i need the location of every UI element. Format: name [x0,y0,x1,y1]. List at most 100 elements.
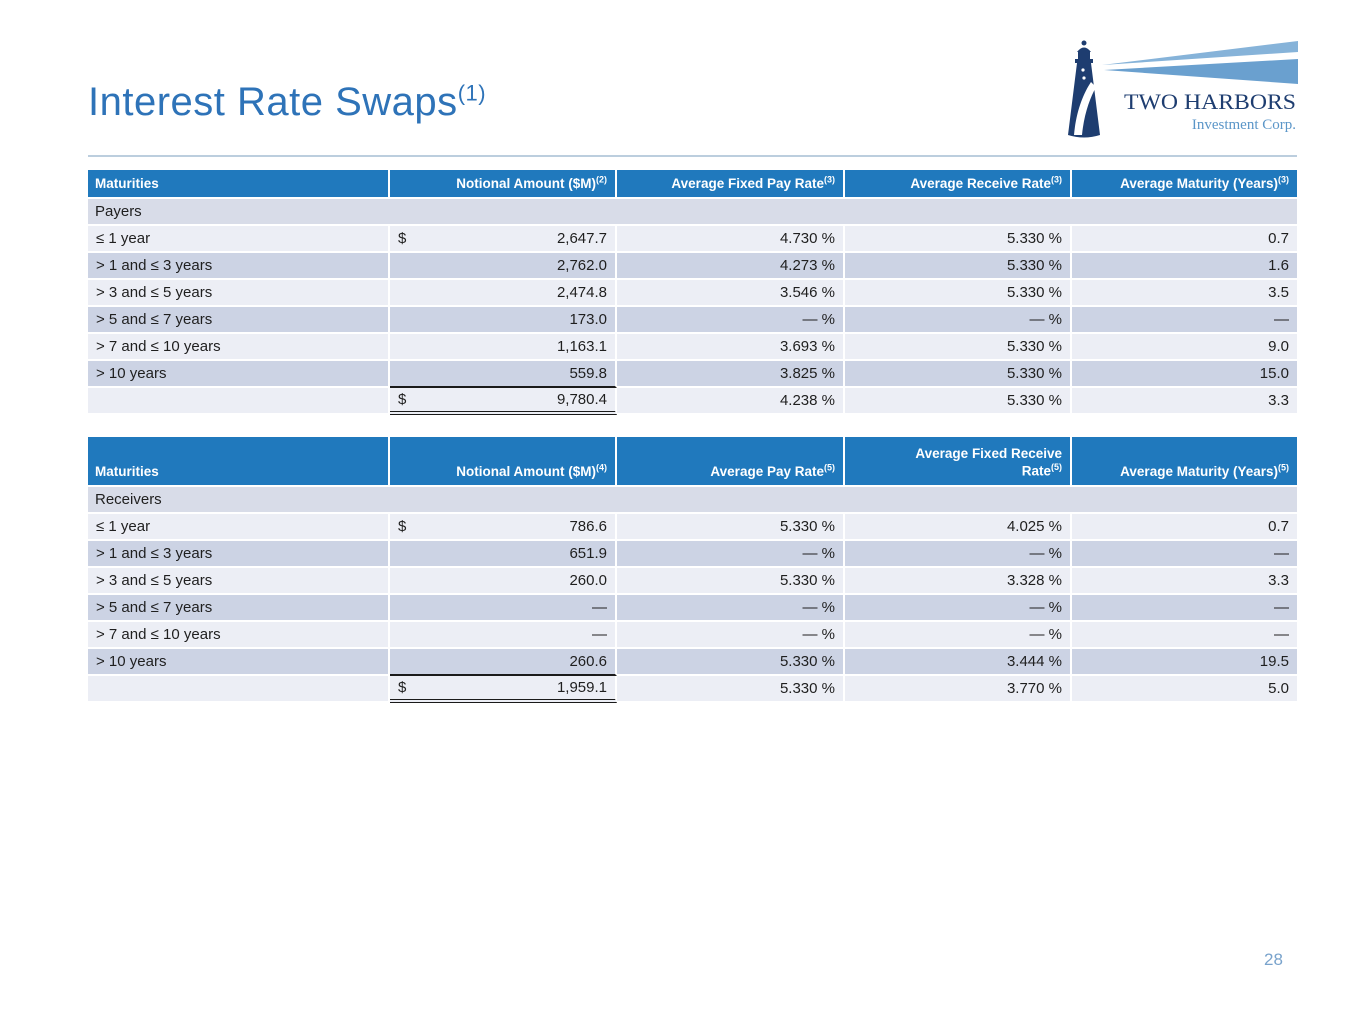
company-logo: TWO HARBORS Investment Corp. [1050,38,1302,140]
maturity-cell: > 7 and ≤ 10 years [88,622,390,649]
header-row: Maturities Notional Amount ($M)(4) Average… [88,437,1297,487]
table-row: > 10 years 260.6 5.330 % 3.444 % 19.5 [88,649,1297,676]
lighthouse-stripe [1074,82,1096,135]
notional-value: 2,474.8 [556,283,607,301]
title-divider-line [88,155,1297,157]
avg-maturity-cell: 0.7 [1072,514,1297,541]
column-header-maturities: Maturities [88,170,390,199]
avg-maturity-cell: 5.0 [1072,676,1297,703]
receive-rate-cell: 5.330 % [845,387,1072,415]
notional-cell: $9,780.4 [390,387,617,415]
avg-maturity-cell: 15.0 [1072,360,1297,388]
maturity-cell: > 1 and ≤ 3 years [88,252,390,280]
receivers-table-container: Maturities Notional Amount ($M)(4) Average… [88,437,1297,703]
column-header-average-maturity-years: Average Maturity (Years)(5) [1072,437,1297,487]
notional-cell: $2,647.7 [390,225,617,253]
receive-rate-cell: 4.025 % [845,514,1072,541]
notional-cell: 260.6 [390,649,617,676]
page-title: Interest Rate Swaps(1) [88,80,486,125]
pay-rate-cell: 3.546 % [617,279,845,307]
notional-cell: 1,163.1 [390,333,617,361]
pay-rate-cell: — % [617,306,845,334]
page-number: 28 [1264,950,1283,969]
receive-rate-cell: — % [845,541,1072,568]
notional-cell: 2,762.0 [390,252,617,280]
table-row: > 10 years 559.8 3.825 % 5.330 % 15.0 [88,360,1297,388]
avg-maturity-cell: — [1072,541,1297,568]
lower-light-beam-icon [1104,59,1298,84]
maturity-cell: > 3 and ≤ 5 years [88,279,390,307]
column-header-average-maturity-years: Average Maturity (Years)(3) [1072,170,1297,199]
receive-rate-cell: — % [845,306,1072,334]
notional-value: 9,780.4 [556,390,607,408]
table-row: > 5 and ≤ 7 years — — % — % — [88,595,1297,622]
notional-cell: 2,474.8 [390,279,617,307]
dollar-sign: $ [398,518,407,535]
lighthouse-with-light-beams-icon: TWO HARBORS Investment Corp. [1068,40,1298,138]
dollar-sign: $ [398,229,407,247]
lighthouse-icon [1068,40,1100,138]
pay-rate-cell: 3.825 % [617,360,845,388]
group-row: Receivers [88,487,1297,514]
notional-value: 260.6 [569,653,607,670]
maturity-cell: > 10 years [88,360,390,388]
column-header-maturities: Maturities [88,437,390,487]
avg-maturity-cell: 9.0 [1072,333,1297,361]
pay-rate-cell: 4.273 % [617,252,845,280]
table-row: ≤ 1 year $2,647.7 4.730 % 5.330 % 0.7 [88,225,1297,253]
group-label: Receivers [88,487,1297,514]
receive-rate-cell: 5.330 % [845,360,1072,388]
receive-rate-cell: 5.330 % [845,333,1072,361]
pay-rate-cell: 4.730 % [617,225,845,253]
maturity-cell: > 5 and ≤ 7 years [88,595,390,622]
avg-maturity-cell: 19.5 [1072,649,1297,676]
avg-maturity-cell: — [1072,595,1297,622]
group-label: Payers [88,198,1297,226]
avg-maturity-cell: 1.6 [1072,252,1297,280]
receive-rate-cell: 5.330 % [845,225,1072,253]
receive-rate-cell: — % [845,622,1072,649]
logo-subtitle: Investment Corp. [1192,117,1296,133]
table-row: > 5 and ≤ 7 years 173.0— % — % — [88,306,1297,334]
notional-cell: — [390,622,617,649]
avg-maturity-cell: 3.3 [1072,568,1297,595]
logo-company-name: TWO HARBORS [1124,89,1296,114]
maturity-cell: ≤ 1 year [88,514,390,541]
payers-table-container: Maturities Notional Amount ($M)(2) Average… [88,170,1297,415]
notional-cell: 559.8 [390,360,617,388]
avg-maturity-cell: 0.7 [1072,225,1297,253]
pay-rate-cell: 3.693 % [617,333,845,361]
notional-cell: 173.0 [390,306,617,334]
notional-value: 2,762.0 [556,256,607,274]
maturity-cell: > 3 and ≤ 5 years [88,568,390,595]
payers-table: Maturities Notional Amount ($M)(2) Average… [88,170,1297,415]
column-header-average-fixed-pay-rate: Average Fixed Pay Rate(3) [617,170,845,199]
receive-rate-cell: — % [845,595,1072,622]
receive-rate-cell: 3.328 % [845,568,1072,595]
notional-value: 260.0 [569,572,607,589]
maturity-cell: > 7 and ≤ 10 years [88,333,390,361]
avg-maturity-cell: — [1072,306,1297,334]
total-row: $1,959.1 5.330 % 3.770 % 5.0 [88,676,1297,703]
notional-value: — [592,599,607,616]
pay-rate-cell: 5.330 % [617,568,845,595]
page-title-text: Interest Rate Swaps [88,80,458,124]
receive-rate-cell: 3.770 % [845,676,1072,703]
notional-cell: 651.9 [390,541,617,568]
pay-rate-cell: 5.330 % [617,514,845,541]
table-row: ≤ 1 year $786.6 5.330 % 4.025 % 0.7 [88,514,1297,541]
table-row: > 7 and ≤ 10 years 1,163.1 3.693 % 5.330 % 9… [88,333,1297,361]
pay-rate-cell: 4.238 % [617,387,845,415]
group-row: Payers [88,198,1297,226]
page-title-footnote-ref: (1) [457,80,487,106]
maturity-cell: > 5 and ≤ 7 years [88,306,390,334]
column-header-average-receive-rate: Average Receive Rate(3) [845,170,1072,199]
table-row: > 1 and ≤ 3 years 651.9— % — % — [88,541,1297,568]
notional-value: 1,959.1 [556,679,607,696]
notional-value: 786.6 [569,518,607,535]
notional-value: 173.0 [569,310,607,328]
header-row: Maturities Notional Amount ($M)(2) Average… [88,170,1297,199]
pay-rate-cell: — % [617,541,845,568]
avg-maturity-cell: 3.3 [1072,387,1297,415]
receive-rate-cell: 5.330 % [845,252,1072,280]
